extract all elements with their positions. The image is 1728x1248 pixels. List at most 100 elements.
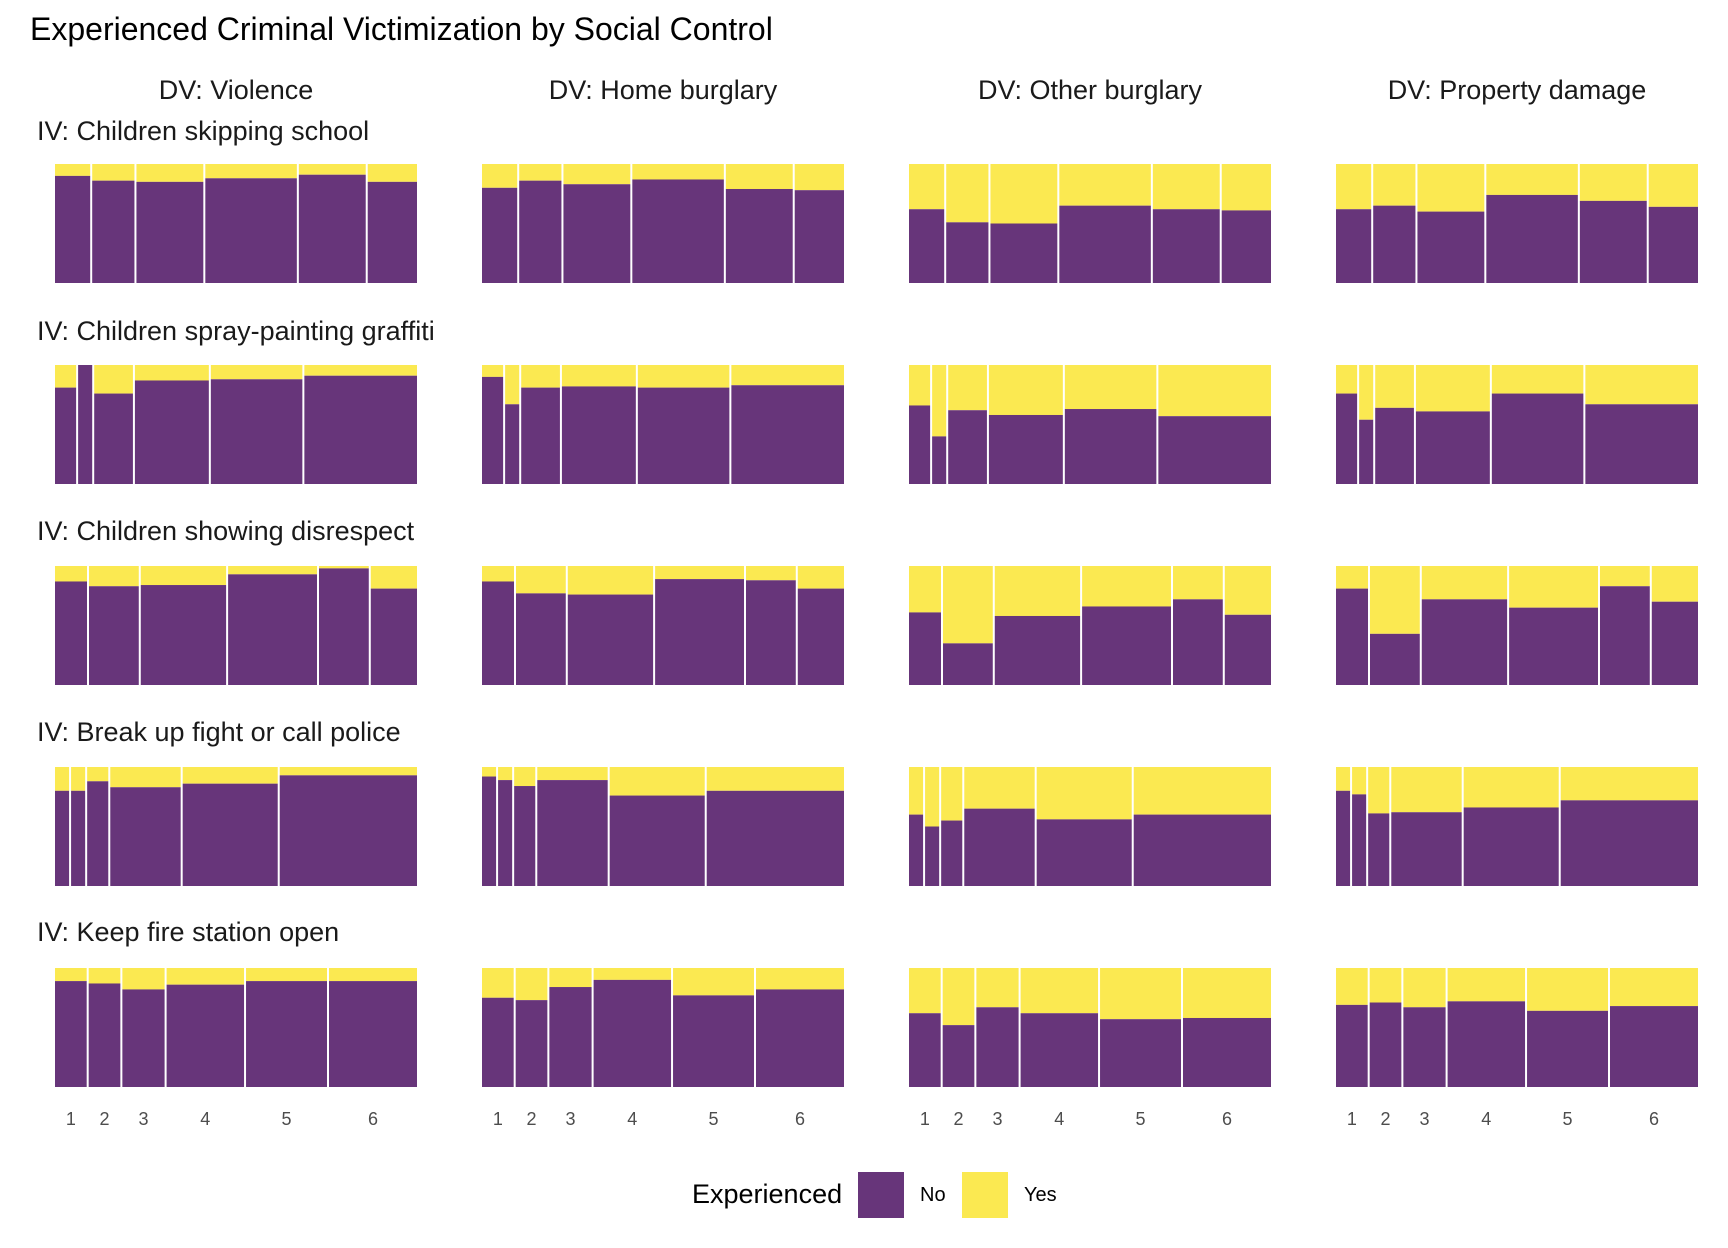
- tile-no-r1-c0-3: [94, 393, 133, 484]
- tile-no-r4-c1-6: [756, 989, 844, 1087]
- tile-yes-r2-c3-6: [1651, 566, 1698, 602]
- tile-no-r1-c2-4: [988, 414, 1063, 484]
- tile-yes-r0-c0-5: [298, 164, 366, 175]
- tile-yes-r2-c2-1: [909, 566, 941, 613]
- tile-yes-r0-c0-6: [367, 164, 417, 182]
- tile-yes-r0-c2-3: [990, 164, 1058, 224]
- x-tick-label: 6: [1222, 1109, 1232, 1129]
- tile-no-r3-c0-5: [182, 783, 278, 886]
- legend-swatch-no: [858, 1172, 904, 1218]
- x-tick-label: 5: [1136, 1109, 1146, 1129]
- tile-yes-r1-c2-4: [988, 365, 1063, 415]
- tile-yes-r1-c0-4: [134, 365, 209, 381]
- tile-yes-r0-c3-3: [1417, 164, 1485, 212]
- tile-no-r0-c2-4: [1059, 205, 1151, 283]
- tile-yes-r0-c3-4: [1486, 164, 1578, 195]
- tile-no-r4-c0-4: [166, 984, 245, 1087]
- panel-r4-c0: [55, 968, 417, 1087]
- tile-no-r0-c3-1: [1336, 209, 1372, 283]
- tile-no-r1-c0-1: [55, 387, 77, 484]
- tile-no-r0-c1-4: [632, 179, 724, 283]
- tile-yes-r1-c2-6: [1158, 365, 1271, 417]
- tile-no-r3-c3-6: [1560, 800, 1698, 886]
- tile-yes-r2-c3-1: [1336, 566, 1368, 589]
- tile-no-r4-c0-1: [55, 981, 87, 1087]
- tile-no-r0-c2-5: [1152, 209, 1220, 283]
- tile-yes-r3-c0-5: [182, 767, 278, 784]
- tile-no-r3-c1-2: [498, 780, 513, 886]
- tile-yes-r0-c2-4: [1059, 164, 1151, 206]
- x-tick-label: 3: [1419, 1109, 1429, 1129]
- tile-no-r2-c3-5: [1600, 586, 1650, 685]
- tile-no-r0-c2-6: [1221, 210, 1271, 283]
- tile-yes-r2-c1-3: [567, 566, 654, 595]
- tile-yes-r3-c1-3: [514, 767, 536, 787]
- tile-yes-r1-c1-2: [505, 365, 520, 405]
- tile-no-r4-c3-5: [1527, 1010, 1608, 1087]
- tile-yes-r2-c3-3: [1421, 566, 1508, 600]
- tile-no-r1-c1-4: [561, 386, 636, 484]
- panel-r3-c1: [482, 767, 844, 886]
- tile-yes-r3-c3-1: [1336, 767, 1351, 791]
- tile-yes-r0-c0-2: [92, 164, 135, 181]
- tile-yes-r0-c2-6: [1221, 164, 1271, 211]
- x-tick-label: 1: [493, 1109, 503, 1129]
- tile-no-r3-c0-1: [55, 790, 70, 886]
- panel-r3-c2: [909, 767, 1271, 886]
- tile-no-r3-c0-3: [87, 781, 109, 886]
- tile-no-r2-c0-6: [370, 588, 417, 685]
- tile-no-r4-c1-3: [549, 987, 592, 1087]
- column-label-home-burglary: DV: Home burglary: [549, 75, 778, 105]
- tile-yes-r0-c0-1: [55, 164, 91, 176]
- tile-no-r0-c1-3: [563, 184, 631, 283]
- tile-yes-r3-c0-1: [55, 767, 70, 791]
- tile-yes-r0-c1-6: [794, 164, 844, 191]
- tile-no-r4-c3-2: [1369, 1002, 1402, 1087]
- tile-yes-r1-c2-2: [932, 365, 947, 437]
- tile-yes-r3-c2-6: [1133, 767, 1271, 815]
- row-label-graffiti: IV: Children spray-painting graffiti: [37, 316, 435, 346]
- tile-no-r1-c1-5: [637, 387, 730, 484]
- x-tick-label: 3: [565, 1109, 575, 1129]
- tile-no-r4-c1-5: [673, 995, 754, 1087]
- tile-yes-r1-c3-4: [1415, 365, 1490, 412]
- tile-yes-r1-c1-6: [731, 365, 844, 386]
- tile-yes-r0-c1-2: [519, 164, 562, 181]
- tile-no-r4-c1-2: [515, 1000, 548, 1087]
- x-tick-label: 2: [1381, 1109, 1391, 1129]
- panel-r1-c0: [55, 365, 417, 484]
- tile-no-r4-c3-4: [1447, 1001, 1526, 1087]
- tile-yes-r2-c1-1: [482, 566, 514, 582]
- panel-r2-c2: [909, 566, 1271, 685]
- tile-yes-r0-c0-4: [205, 164, 297, 179]
- tile-yes-r1-c3-3: [1375, 365, 1414, 408]
- tile-yes-r0-c1-5: [725, 164, 793, 189]
- x-tick-label: 4: [200, 1109, 210, 1129]
- tile-yes-r3-c0-2: [71, 767, 86, 791]
- x-tick-label: 5: [709, 1109, 719, 1129]
- tile-no-r2-c1-3: [567, 594, 654, 685]
- tile-no-r1-c1-6: [731, 385, 844, 484]
- tile-yes-r1-c3-6: [1585, 365, 1698, 405]
- tile-no-r0-c3-3: [1417, 211, 1485, 283]
- tile-no-r1-c3-6: [1585, 404, 1698, 484]
- tile-no-r3-c3-4: [1391, 812, 1462, 886]
- tile-yes-r4-c2-6: [1183, 968, 1271, 1018]
- tile-no-r0-c3-2: [1373, 205, 1416, 283]
- tile-no-r4-c3-3: [1403, 1007, 1446, 1087]
- x-tick-label: 6: [795, 1109, 805, 1129]
- tile-no-r0-c2-1: [909, 209, 945, 283]
- tile-no-r0-c0-6: [367, 181, 417, 283]
- tile-yes-r3-c3-4: [1391, 767, 1462, 813]
- tile-no-r4-c3-6: [1610, 1006, 1698, 1087]
- tile-no-r0-c0-2: [92, 180, 135, 283]
- tile-yes-r1-c2-5: [1064, 365, 1157, 410]
- row-label-skipping-school: IV: Children skipping school: [37, 116, 369, 146]
- x-tick-label: 2: [100, 1109, 110, 1129]
- row-label-fire-station: IV: Keep fire station open: [37, 917, 339, 947]
- tile-yes-r2-c1-4: [655, 566, 744, 580]
- tile-yes-r3-c1-2: [498, 767, 513, 781]
- tile-no-r2-c3-2: [1370, 633, 1420, 685]
- tile-no-r2-c1-5: [746, 580, 796, 685]
